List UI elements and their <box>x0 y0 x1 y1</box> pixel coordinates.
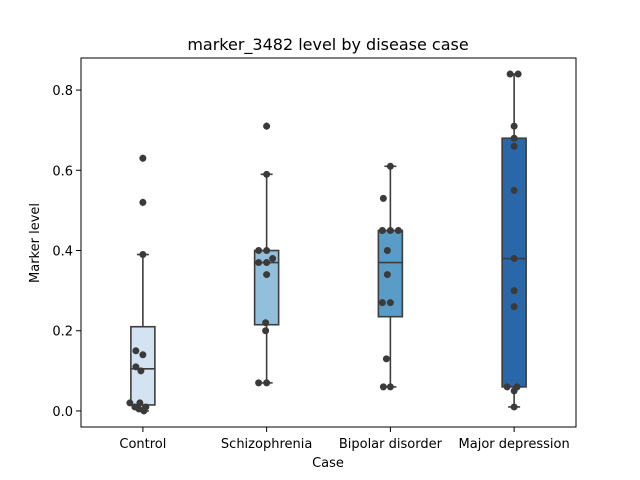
data-point <box>379 383 387 391</box>
chart-title: marker_3482 level by disease case <box>187 35 468 55</box>
data-point <box>510 287 518 295</box>
data-point <box>263 379 271 387</box>
data-point <box>379 194 387 202</box>
y-tick-label: 0.8 <box>52 84 73 99</box>
y-tick-label: 0.6 <box>52 164 73 179</box>
y-axis: 0.0 0.2 0.4 0.6 0.8 <box>52 84 81 420</box>
data-point <box>386 226 394 234</box>
data-point <box>137 367 145 375</box>
data-point <box>255 379 263 387</box>
data-point <box>383 271 391 279</box>
x-tick-label: Major depression <box>459 437 570 452</box>
data-point <box>132 363 140 371</box>
box-body <box>501 137 527 388</box>
data-point <box>139 154 147 162</box>
data-point <box>514 70 522 78</box>
data-point <box>140 407 148 415</box>
data-point <box>263 271 271 279</box>
data-point <box>136 399 144 407</box>
data-point <box>263 259 271 267</box>
data-point <box>255 259 263 267</box>
data-point <box>139 351 147 359</box>
data-point <box>382 355 390 363</box>
data-point <box>506 70 514 78</box>
data-point <box>263 170 271 178</box>
y-tick-label: 0.2 <box>52 325 73 340</box>
data-point <box>263 122 271 130</box>
data-point <box>255 247 263 255</box>
points-layer <box>126 70 522 415</box>
plot-frame <box>80 57 577 428</box>
data-point <box>503 383 511 391</box>
data-point <box>383 247 391 255</box>
data-point <box>139 198 147 206</box>
data-point <box>510 387 518 395</box>
data-point <box>378 226 386 234</box>
x-tick-label: Bipolar disorder <box>339 437 443 452</box>
data-point <box>262 319 270 327</box>
data-point <box>510 186 518 194</box>
data-point <box>269 255 277 263</box>
y-tick-label: 0.0 <box>52 405 73 420</box>
data-point <box>510 134 518 142</box>
data-point <box>386 383 394 391</box>
x-axis: Control Schizophrenia Bipolar disorder Majo… <box>119 427 570 452</box>
data-point <box>132 347 140 355</box>
data-point <box>126 399 134 407</box>
data-point <box>263 247 271 255</box>
data-point <box>262 327 270 335</box>
data-point <box>510 303 518 311</box>
x-axis-label: Case <box>312 456 344 471</box>
x-tick-label: Schizophrenia <box>221 437 312 452</box>
data-point <box>378 299 386 307</box>
data-point <box>139 251 147 259</box>
data-point <box>386 162 394 170</box>
data-point <box>510 255 518 263</box>
y-axis-label: Marker level <box>28 203 43 283</box>
x-tick-label: Control <box>119 437 166 452</box>
data-point <box>510 142 518 150</box>
data-point <box>510 403 518 411</box>
boxes-layer <box>130 73 527 412</box>
y-tick-label: 0.4 <box>52 245 73 260</box>
data-point <box>510 122 518 130</box>
data-point <box>394 226 402 234</box>
data-point <box>386 299 394 307</box>
